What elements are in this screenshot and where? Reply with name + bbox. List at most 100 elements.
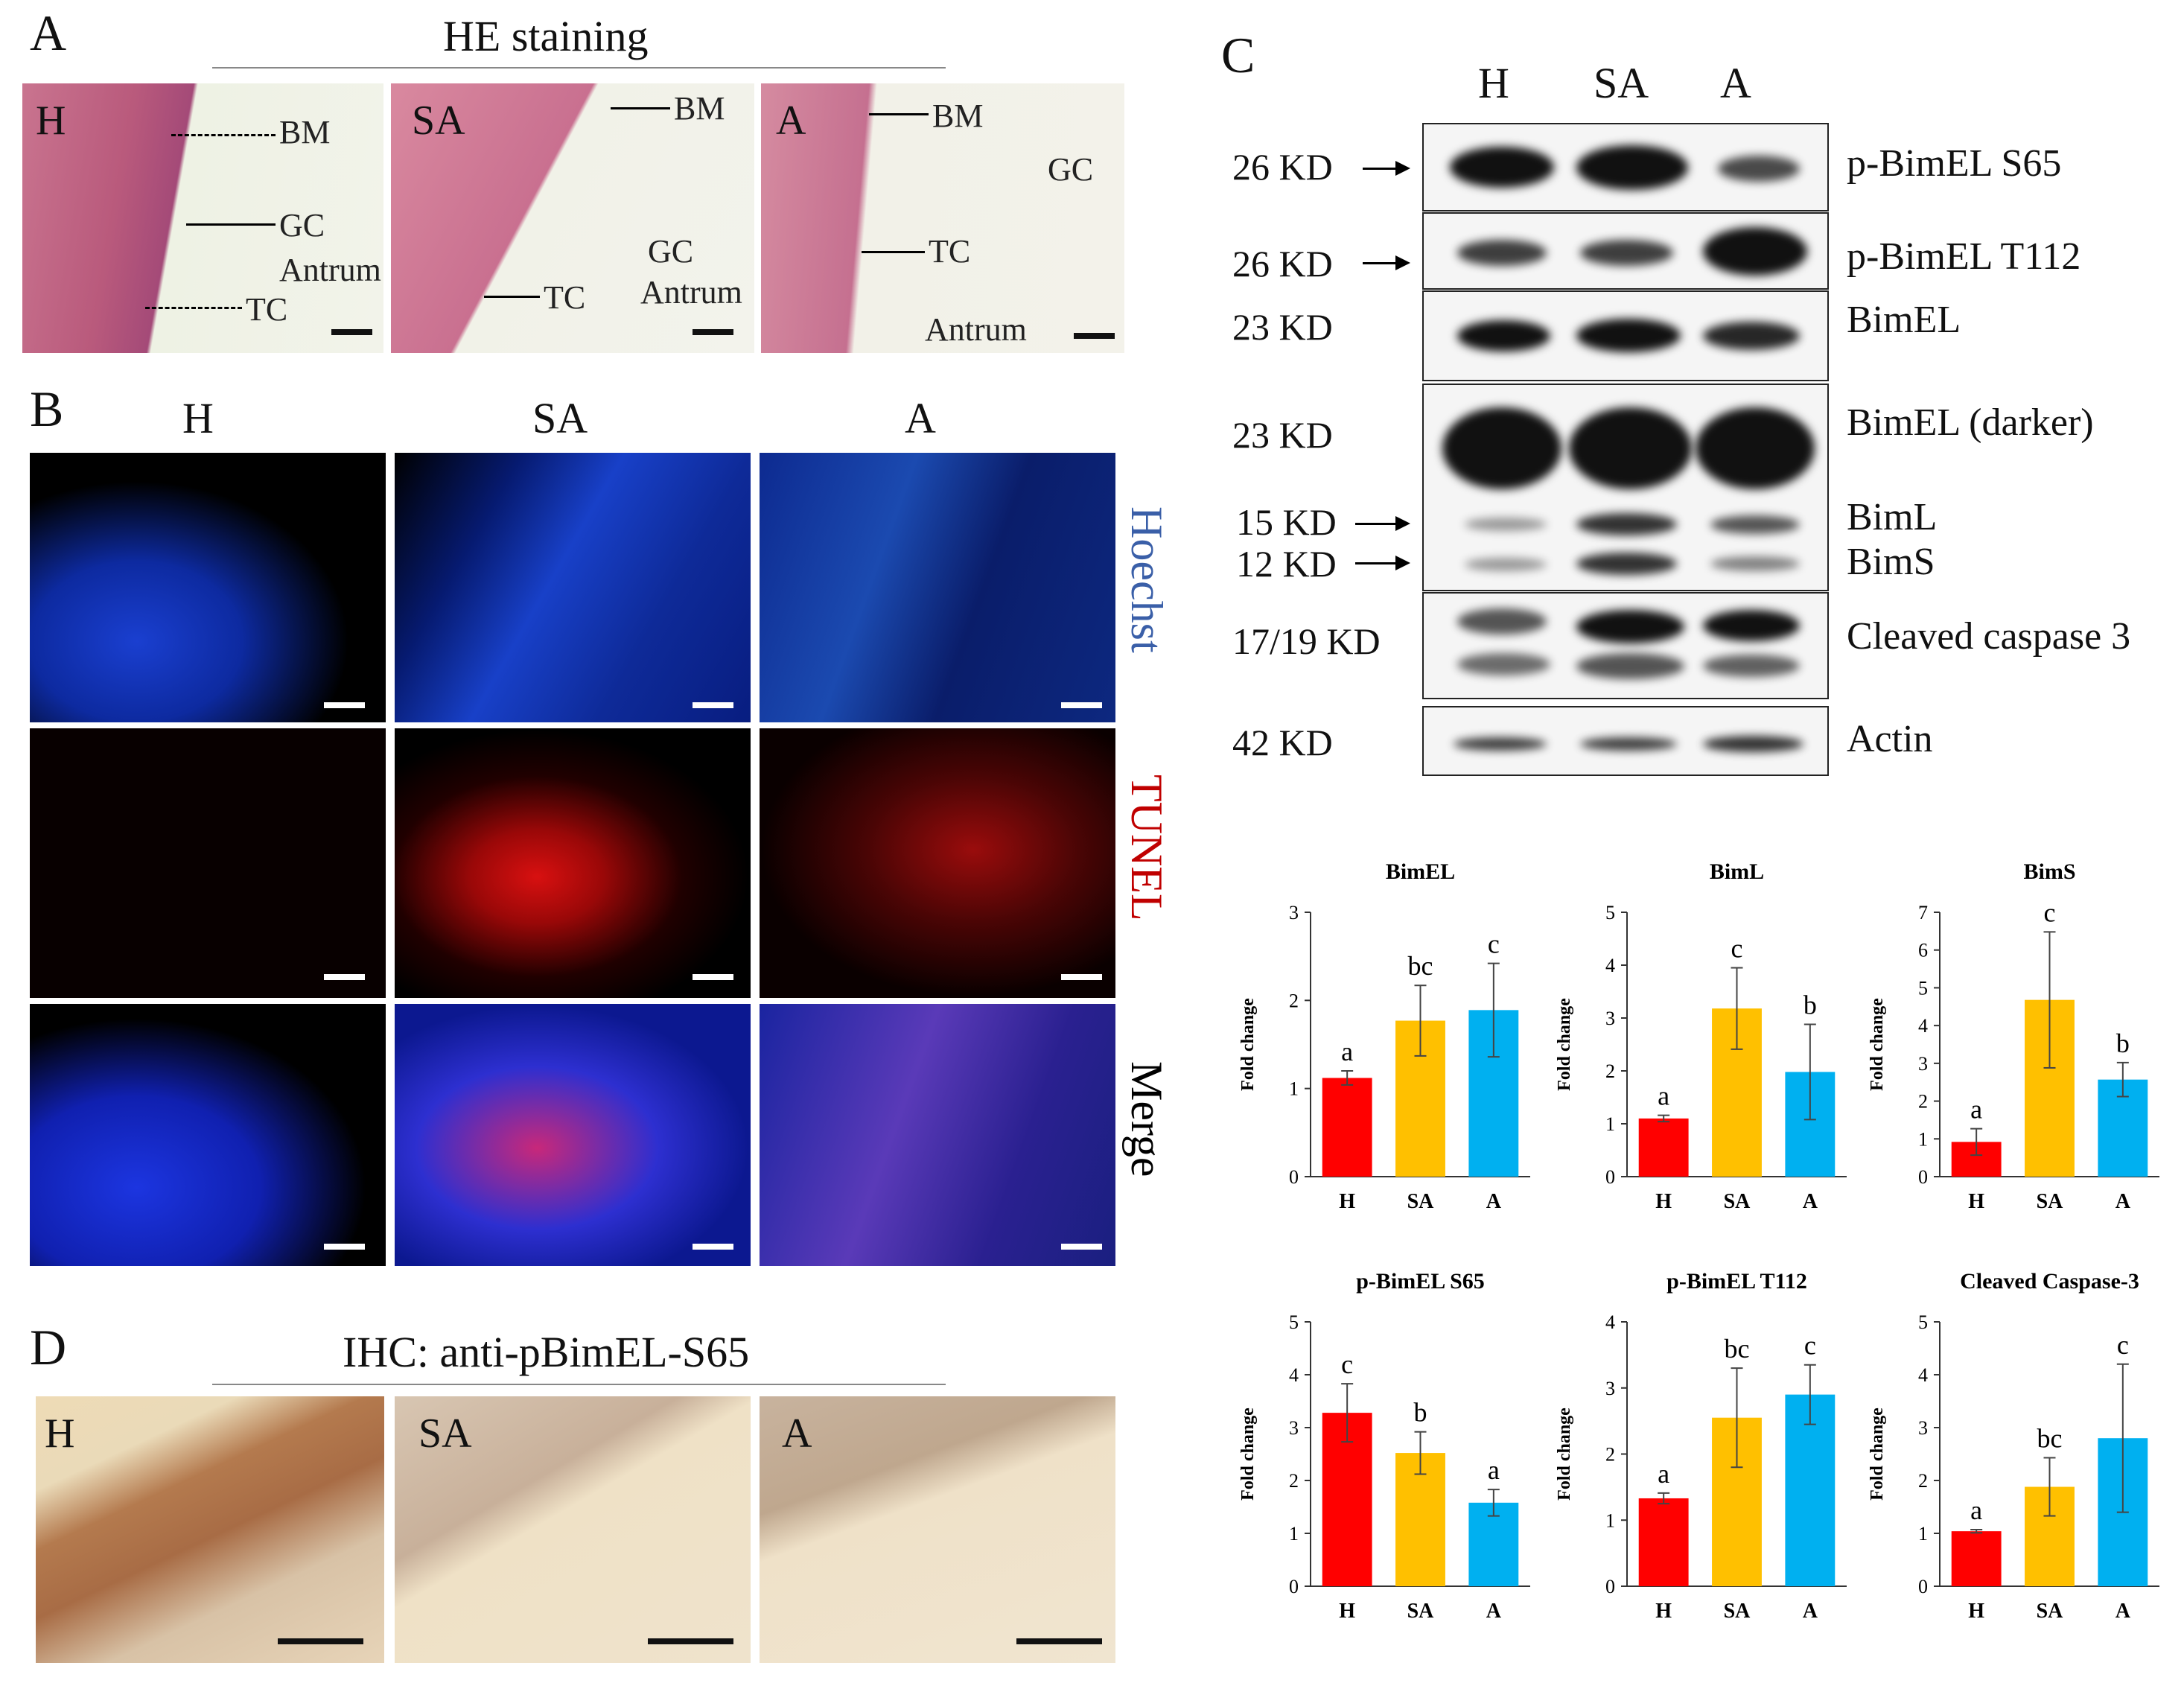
y-axis-label: Fold change (1238, 1408, 1258, 1501)
chart-title: BimL (1710, 859, 1764, 884)
y-tick-label: 3 (1289, 1417, 1299, 1439)
band (1569, 407, 1692, 489)
blot-name: Cleaved caspase 3 (1847, 615, 2131, 658)
blot-name: BimEL (darker) (1847, 401, 2094, 444)
significance-letter: b (1803, 990, 1817, 1020)
x-tick-label: H (1339, 1600, 1355, 1623)
he-a-bm-pointer (869, 113, 929, 115)
kd-arrow (1363, 255, 1410, 270)
blot-p-bimel-t112 (1422, 212, 1829, 290)
significance-letter: c (2117, 1330, 2129, 1360)
scale-bar (1016, 1638, 1102, 1644)
x-tick-label: H (1968, 1600, 1984, 1623)
significance-letter: a (1488, 1455, 1500, 1485)
kd-label: 15 KD (1236, 501, 1337, 543)
band (1580, 240, 1673, 266)
he-sa-antrum: Antrum (640, 274, 742, 311)
y-tick-label: 1 (1605, 1510, 1615, 1531)
band (1442, 407, 1561, 489)
error-bar (1341, 1383, 1354, 1443)
scale-bar (324, 974, 365, 980)
merge-h (30, 1004, 386, 1266)
x-tick-label: A (1803, 1600, 1818, 1623)
y-tick-label: 1 (1918, 1128, 1928, 1150)
x-tick-label: SA (1407, 1600, 1435, 1623)
bar-SA (1712, 1008, 1762, 1177)
panel-a-label: A (30, 4, 67, 61)
error-bar (1487, 962, 1500, 1058)
significance-letter: b (2116, 1028, 2130, 1058)
scale-bar (278, 1638, 363, 1644)
he-image-h: H BM GC Antrum TC (22, 83, 383, 353)
he-image-sa: SA BM GC Antrum TC (391, 83, 754, 353)
he-h-antrum: Antrum (279, 252, 381, 288)
y-tick-label: 3 (1605, 1378, 1615, 1399)
x-tick-label: SA (1407, 1190, 1435, 1213)
scale-bar (1061, 702, 1102, 708)
he-h-bm-pointer (171, 134, 276, 136)
he-a-tc: TC (929, 233, 971, 270)
panel-d-label: D (30, 1319, 67, 1375)
row-label-merge: Merge (1122, 1061, 1171, 1177)
significance-letter: bc (1725, 1334, 1750, 1364)
band (1454, 737, 1547, 751)
chart-title: p-BimEL T112 (1666, 1269, 1807, 1294)
kd-label: 23 KD (1232, 414, 1333, 456)
ihc-sa-group: SA (418, 1410, 472, 1457)
scale-bar (648, 1638, 733, 1644)
he-a-antrum: Antrum (925, 311, 1027, 348)
y-tick-label: 5 (1605, 902, 1615, 923)
band (1576, 319, 1681, 352)
blot-name: BimEL (1847, 299, 1961, 341)
scale-bar (693, 1244, 733, 1250)
y-tick-label: 2 (1918, 1470, 1928, 1492)
kd-label: 42 KD (1232, 722, 1333, 763)
band (1576, 610, 1684, 643)
scale-bar (324, 702, 365, 708)
band (1703, 610, 1800, 641)
y-tick-label: 4 (1918, 1015, 1928, 1037)
bar-chart-2: BimS Fold change 0 1 2 3 4 5 6 7 a Hc SA b A (1868, 859, 2159, 1213)
bar-SA (2025, 999, 2075, 1177)
bar-SA (1395, 1020, 1445, 1177)
significance-letter: bc (1408, 951, 1433, 981)
band (1576, 653, 1684, 679)
blot-cleaved-caspase-3 (1422, 592, 1829, 699)
row-label-tunel: TUNEL (1122, 774, 1171, 921)
error-bar (1970, 1127, 1983, 1157)
x-tick-label: SA (1724, 1190, 1751, 1213)
y-tick-label: 1 (1289, 1078, 1299, 1100)
y-tick-label: 2 (1918, 1091, 1928, 1113)
he-image-a: A BM GC TC Antrum (761, 83, 1124, 353)
y-tick-label: 3 (1605, 1008, 1615, 1029)
panel-b-col-sa: SA (532, 394, 588, 442)
y-tick-label: 5 (1918, 977, 1928, 999)
bar-A (1785, 1072, 1836, 1177)
x-tick-label: H (1655, 1600, 1672, 1623)
y-tick-label: 1 (1918, 1523, 1928, 1545)
lane-label-a: A (1720, 59, 1751, 107)
bar-H (1322, 1413, 1372, 1586)
x-tick-label: H (1655, 1190, 1672, 1213)
band (1703, 655, 1800, 677)
kd-label: 26 KD (1232, 243, 1333, 284)
band (1576, 145, 1688, 190)
band (1710, 515, 1800, 534)
band (1450, 147, 1554, 188)
bar-H (1951, 1531, 2002, 1586)
x-tick-label: SA (2037, 1600, 2064, 1623)
he-a-scale-bar (1074, 333, 1115, 339)
bar-H (1638, 1118, 1689, 1177)
y-tick-label: 7 (1918, 902, 1928, 923)
y-tick-label: 2 (1605, 1444, 1615, 1466)
ihc-h-group: H (45, 1410, 75, 1457)
band (1576, 513, 1677, 535)
blot-bimel-darker (1422, 384, 1829, 591)
ihc-image-h: H (36, 1396, 384, 1663)
he-a-gc: GC (1048, 151, 1094, 188)
y-tick-label: 2 (1289, 990, 1299, 1011)
bar-SA (2025, 1486, 2075, 1586)
he-a-tc-pointer (862, 251, 925, 253)
he-sa-bm-pointer (611, 107, 670, 109)
error-bar (1803, 1364, 1816, 1425)
